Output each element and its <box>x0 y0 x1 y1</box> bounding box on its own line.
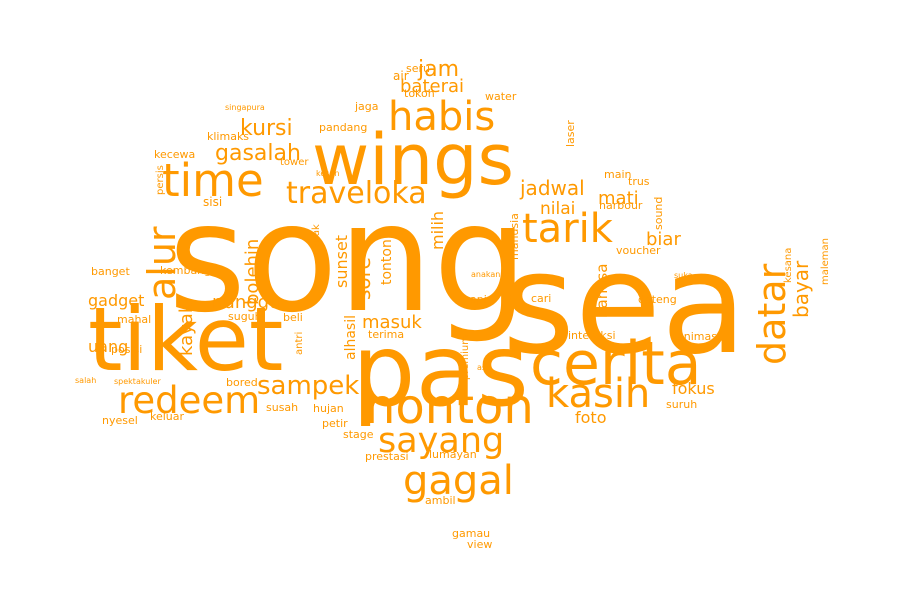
word-suka: suka <box>674 271 693 280</box>
word-bored: bored <box>226 376 258 389</box>
word-stage: stage <box>343 428 374 441</box>
word-api: api <box>470 293 487 306</box>
word-tokoh: tokoh <box>404 87 435 100</box>
word-singapura: singapura <box>225 103 265 112</box>
word-spektakuler: spektakuler <box>114 377 161 386</box>
word-hujan: hujan <box>313 402 344 415</box>
word-seru: seru <box>406 62 430 75</box>
word-pas: pas <box>352 312 529 429</box>
word-posisi: posisi <box>111 343 142 356</box>
word-lumayan: lumayan <box>429 448 477 461</box>
word-nunggu: nunggu <box>212 292 280 313</box>
word-jam: jam <box>417 57 459 82</box>
word-interaksi: interaksi <box>568 329 616 342</box>
word-water: water <box>485 90 517 103</box>
word-air: air <box>393 69 409 83</box>
word-tonton: tonton <box>379 239 395 285</box>
word-bolehin: bolehin <box>242 239 263 305</box>
word-susah: susah <box>266 401 298 414</box>
word-baterai: baterai <box>400 76 464 97</box>
word-wings: wings <box>312 119 514 201</box>
word-anakanak: anakanak <box>471 270 510 279</box>
word-sore: sore <box>351 257 375 300</box>
word-redeem: redeem <box>118 379 260 422</box>
word-gamau: gamau <box>452 527 490 540</box>
word-kursi: kursi <box>240 116 293 141</box>
word-uenak: uenak <box>311 224 322 255</box>
word-song: song <box>168 172 528 346</box>
word-suguh: suguh <box>228 310 262 323</box>
word-premium: premium <box>460 335 471 380</box>
word-harbour: harbour <box>599 199 643 212</box>
word-biar: biar <box>646 229 681 250</box>
word-salah: salah <box>75 376 96 385</box>
word-nyesel: nyesel <box>102 414 138 427</box>
word-time: time <box>162 154 264 207</box>
word-petir: petir <box>322 417 348 430</box>
word-beli: beli <box>283 311 303 324</box>
word-ambil: ambil <box>425 494 456 507</box>
word-animasi: animasi <box>677 330 720 343</box>
word-datar: datar <box>750 263 794 365</box>
word-sisi: sisi <box>203 195 222 209</box>
word-gagal: gagal <box>403 458 514 504</box>
word-bahasa: bahasa <box>593 264 611 318</box>
word-foto: foto <box>575 408 606 427</box>
word-kembang: kembang <box>160 264 211 277</box>
word-pandang: pandang <box>319 121 367 134</box>
word-sound: sound <box>652 197 665 230</box>
word-bayar: bayar <box>789 260 813 318</box>
word-milih: milih <box>428 211 447 250</box>
word-sayang: sayang <box>378 421 504 461</box>
word-masuk: masuk <box>362 312 422 333</box>
word-alur: alur <box>140 226 184 300</box>
word-main: main <box>604 168 632 181</box>
word-gadget: gadget <box>88 291 144 310</box>
word-kayak: kayak <box>176 302 197 356</box>
word-cari: cari <box>531 292 551 305</box>
word-sea: sea <box>502 223 747 386</box>
word-dateng: dateng <box>638 293 677 306</box>
word-terima: terima <box>368 328 404 341</box>
word-klimaks: klimaks <box>207 130 249 143</box>
word-jadwal: jadwal <box>519 176 585 200</box>
word-antri: antri <box>294 332 305 355</box>
word-tiket: tiket <box>88 288 283 391</box>
word-fokus: fokus <box>672 379 715 398</box>
word-tower: tower <box>280 157 309 168</box>
word-banget: banget <box>91 265 130 278</box>
word-kesana: kesana <box>783 248 794 283</box>
word-prestasi: prestasi <box>365 450 409 463</box>
word-habis: habis <box>388 94 495 140</box>
word-nilai: nilai <box>540 199 575 219</box>
word-jaga: jaga <box>354 100 379 113</box>
word-keluar: keluar <box>150 410 185 423</box>
word-sunset: sunset <box>332 235 351 288</box>
word-persis: persis <box>155 165 166 195</box>
word-alhasil: alhasil <box>343 315 359 360</box>
word-trus: trus <box>628 175 650 188</box>
word-mati: mati <box>598 188 639 209</box>
word-manusia: manusia <box>508 213 521 260</box>
word-mahal: mahal <box>117 313 151 326</box>
word-sampek: sampek <box>257 371 359 401</box>
word-gasalah: gasalah <box>215 141 301 166</box>
word-tarik: tarik <box>522 206 614 252</box>
word-cerita: cerita <box>530 329 702 399</box>
word-traveloka: traveloka <box>286 176 427 211</box>
word-kecewa: kecewa <box>154 148 195 161</box>
word-uang: uang <box>88 337 128 356</box>
word-view: view <box>467 538 492 551</box>
word-asa: asa <box>477 363 491 372</box>
word-nonton: nonton <box>365 379 534 435</box>
word-kasih: kasih <box>546 371 650 417</box>
word-laser: laser <box>564 120 577 147</box>
word-voucher: voucher <box>616 244 661 257</box>
word-suruh: suruh <box>666 398 697 411</box>
word-maleman: maleman <box>820 238 831 285</box>
word-kesan: kesan <box>316 169 339 178</box>
